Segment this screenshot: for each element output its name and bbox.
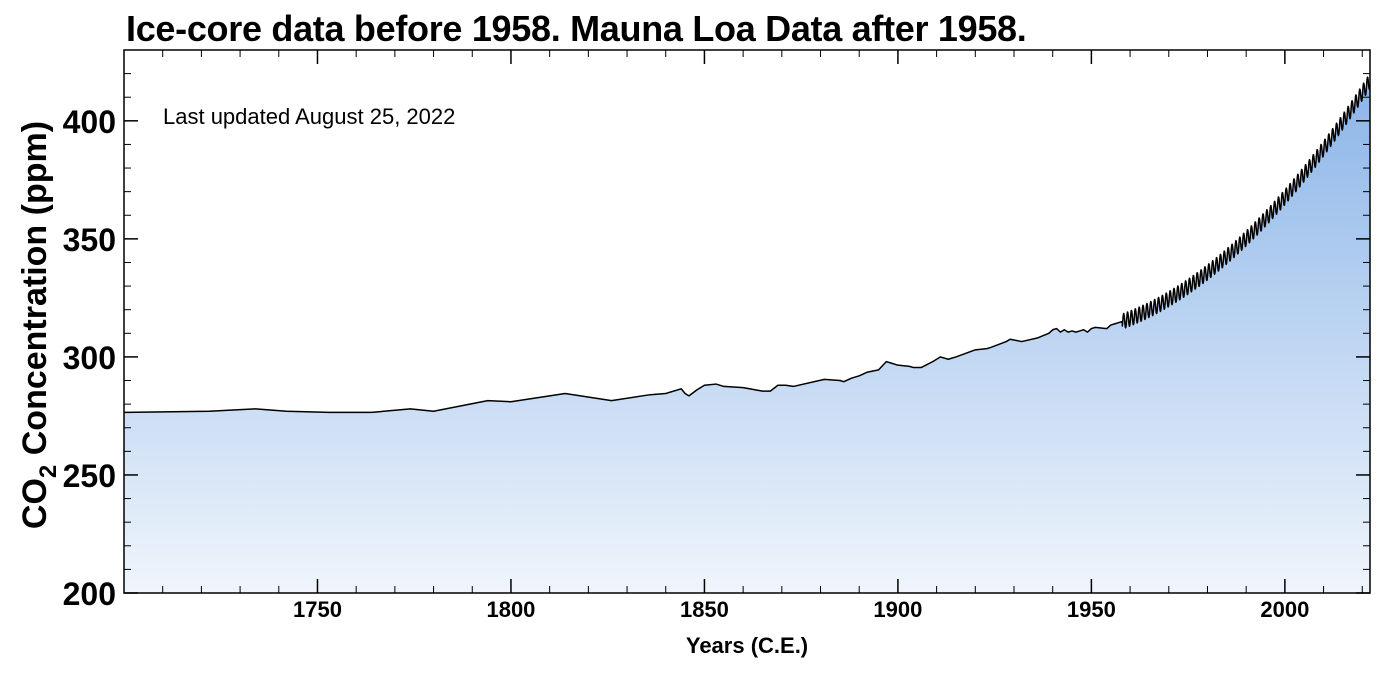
- chart-title: Ice-core data before 1958. Mauna Loa Dat…: [126, 8, 1027, 49]
- y-tick-label: 200: [63, 576, 116, 612]
- y-axis-label-rest: Concentration (ppm): [16, 121, 54, 465]
- x-tick-label: 2000: [1260, 597, 1309, 622]
- x-tick-label: 1800: [486, 597, 535, 622]
- y-tick-label: 350: [63, 222, 116, 258]
- x-tick-label: 1750: [293, 597, 342, 622]
- x-tick-label: 1950: [1067, 597, 1116, 622]
- y-axis-label: CO2 Concentration (ppm): [16, 121, 62, 529]
- y-tick-label: 300: [63, 340, 116, 376]
- x-tick-labels: 1750 1800 1850 1900 1950 2000: [293, 597, 1309, 622]
- y-axis-label-subscript: 2: [35, 465, 62, 478]
- y-tick-label: 400: [63, 104, 116, 140]
- x-tick-label: 1900: [873, 597, 922, 622]
- co2-area-fill: [124, 77, 1370, 593]
- last-updated-annotation: Last updated August 25, 2022: [163, 104, 455, 129]
- x-tick-label: 1850: [680, 597, 729, 622]
- co2-series-line: [124, 75, 1370, 414]
- y-tick-label: 250: [63, 458, 116, 494]
- x-axis-label: Years (C.E.): [686, 633, 808, 658]
- y-tick-labels: 200 250 300 350 400: [63, 104, 116, 612]
- plot-frame: [123, 49, 1371, 594]
- y-axis-label-co: CO: [16, 478, 54, 529]
